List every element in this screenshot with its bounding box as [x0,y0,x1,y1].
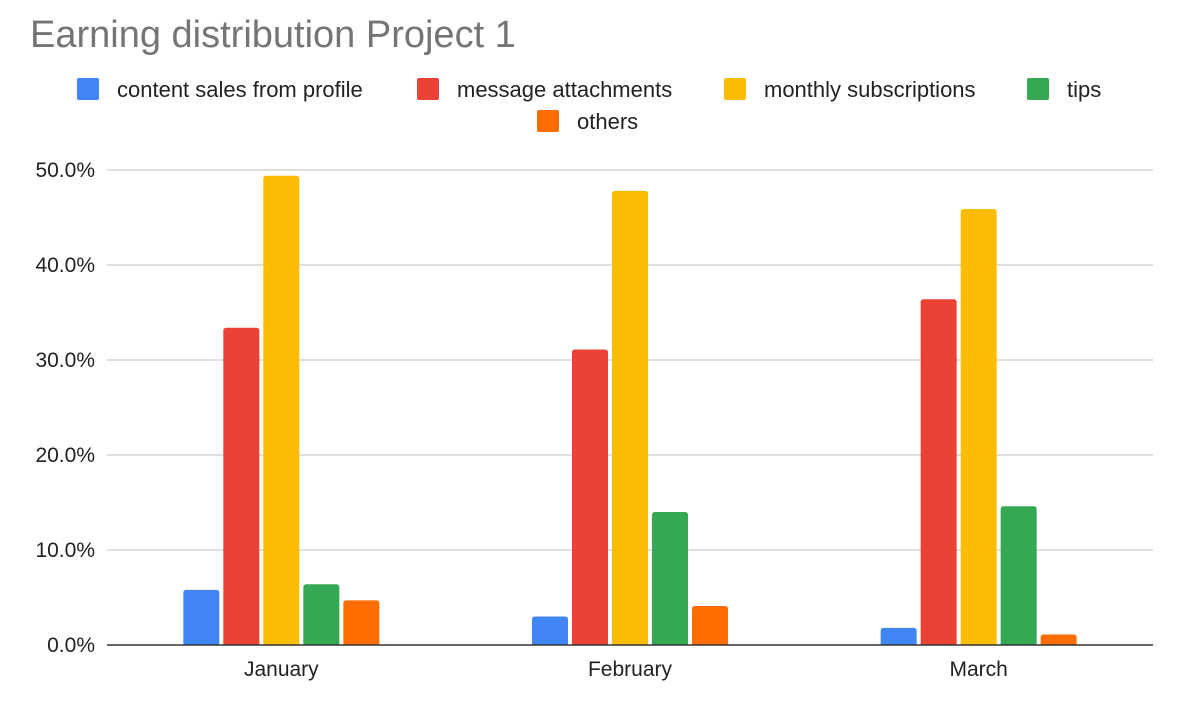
legend-swatch [417,78,439,100]
legend-item-monthly-subscriptions: monthly subscriptions [724,77,976,102]
legend-label: content sales from profile [117,77,363,102]
legend-swatch [1027,78,1049,100]
legend-label: message attachments [457,77,672,102]
x-axis-ticks: January February March [244,658,1008,681]
x-tick-label: February [588,658,673,681]
bar-monthly-subscriptions-january [263,175,300,645]
bar-tips-march [1000,506,1037,645]
y-tick-label: 30.0% [35,349,95,372]
legend-swatch [537,110,559,132]
bar-tips-february [652,512,688,645]
bars [183,175,1077,645]
y-tick-label: 20.0% [35,444,95,467]
bar-message-attachments-january [223,327,260,645]
legend-label: tips [1067,77,1101,102]
chart-title: Earning distribution Project 1 [30,14,516,56]
bar-message-attachments-february [572,349,608,645]
bar-content-sales-from-profile-january [183,589,220,645]
bar-content-sales-from-profile-february [532,616,568,645]
legend-swatch [77,78,99,100]
legend-label: others [577,109,638,134]
bar-content-sales-from-profile-march [880,627,917,645]
bar-tips-january [303,584,340,645]
x-tick-label: March [949,658,1007,681]
x-tick-label: January [244,658,319,681]
legend-item-tips: tips [1027,77,1101,102]
legend-item-others: others [537,109,638,134]
legend-item-content-sales-from-profile: content sales from profile [77,77,363,102]
legend-label: monthly subscriptions [764,77,976,102]
bar-others-january [343,600,380,645]
legend-item-message-attachments: message attachments [417,77,672,102]
bar-message-attachments-march [920,299,957,645]
bar-monthly-subscriptions-february [612,190,648,645]
bar-monthly-subscriptions-march [960,208,997,645]
y-tick-label: 40.0% [35,254,95,277]
legend: content sales from profile message attach… [77,77,1101,134]
y-tick-label: 50.0% [35,159,95,182]
bar-others-february [692,606,728,645]
bar-others-march [1040,634,1077,645]
y-tick-label: 0.0% [47,634,95,657]
y-tick-label: 10.0% [35,539,95,562]
legend-swatch [724,78,746,100]
y-axis-ticks: 0.0% 10.0% 20.0% 30.0% 40.0% 50.0% [35,159,95,657]
